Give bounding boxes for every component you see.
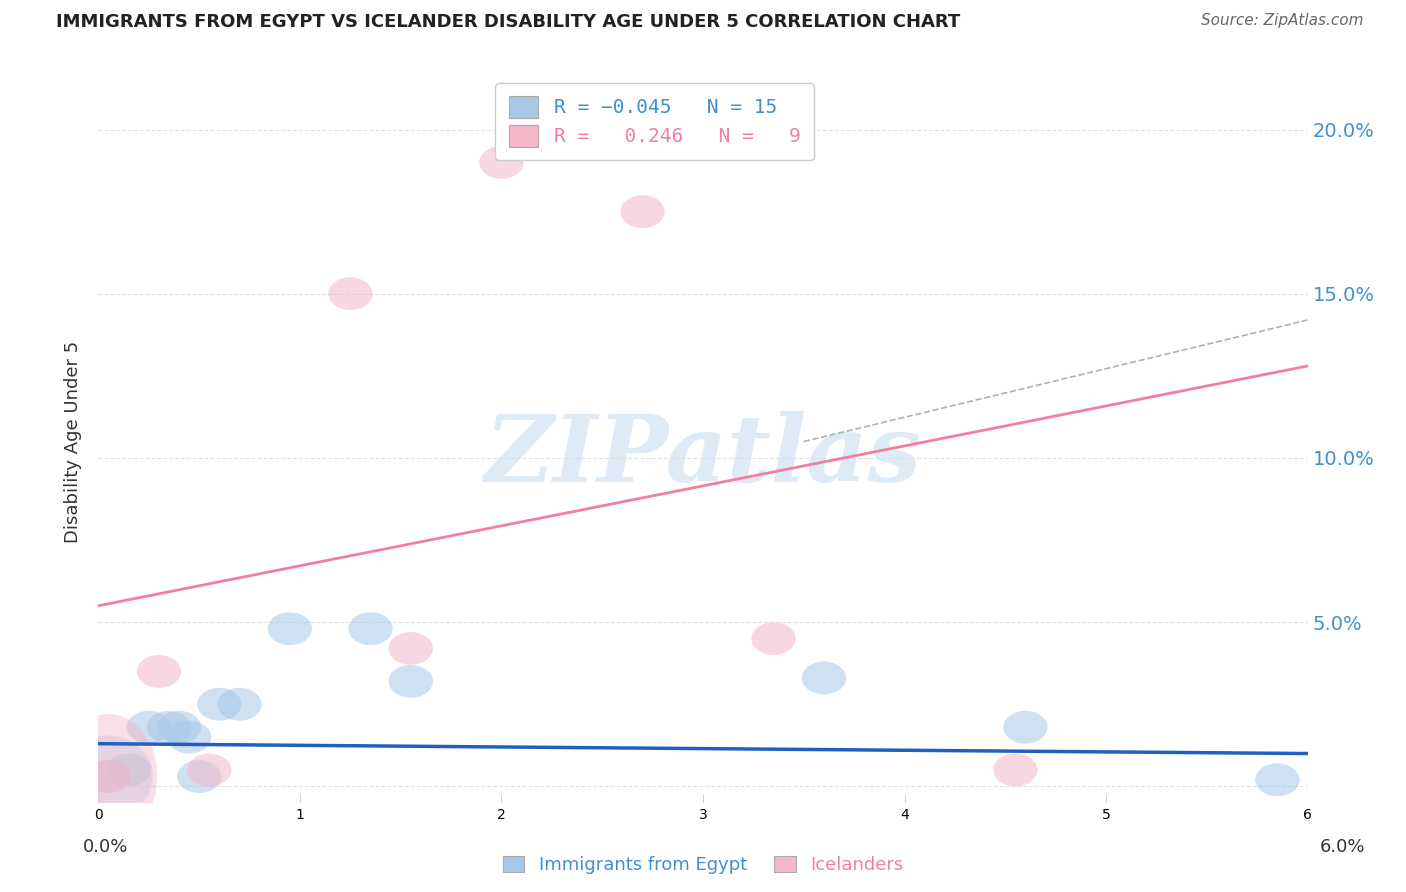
Ellipse shape <box>218 688 262 721</box>
Text: ZIPatlas: ZIPatlas <box>485 411 921 501</box>
Ellipse shape <box>388 632 433 665</box>
Ellipse shape <box>86 760 131 793</box>
Ellipse shape <box>197 688 242 721</box>
Text: 0.0%: 0.0% <box>83 838 128 856</box>
Ellipse shape <box>801 662 846 694</box>
Ellipse shape <box>187 754 232 787</box>
Legend: R = −0.045   N = 15, R =   0.246   N =   9: R = −0.045 N = 15, R = 0.246 N = 9 <box>495 83 814 161</box>
Ellipse shape <box>479 146 523 178</box>
Ellipse shape <box>349 612 392 645</box>
Ellipse shape <box>267 612 312 645</box>
Ellipse shape <box>65 736 153 818</box>
Ellipse shape <box>127 711 172 744</box>
Ellipse shape <box>328 277 373 310</box>
Text: IMMIGRANTS FROM EGYPT VS ICELANDER DISABILITY AGE UNDER 5 CORRELATION CHART: IMMIGRANTS FROM EGYPT VS ICELANDER DISAB… <box>56 13 960 31</box>
Ellipse shape <box>1004 711 1047 744</box>
Ellipse shape <box>59 714 157 838</box>
Text: Source: ZipAtlas.com: Source: ZipAtlas.com <box>1201 13 1364 29</box>
Ellipse shape <box>136 655 181 688</box>
Ellipse shape <box>993 754 1038 787</box>
Ellipse shape <box>157 711 201 744</box>
Ellipse shape <box>167 721 211 754</box>
Ellipse shape <box>146 711 191 744</box>
Ellipse shape <box>620 195 665 228</box>
Ellipse shape <box>107 754 150 787</box>
Ellipse shape <box>388 665 433 698</box>
Legend: Immigrants from Egypt, Icelanders: Immigrants from Egypt, Icelanders <box>494 847 912 883</box>
Ellipse shape <box>177 760 221 793</box>
Y-axis label: Disability Age Under 5: Disability Age Under 5 <box>65 341 83 542</box>
Ellipse shape <box>751 623 796 655</box>
Ellipse shape <box>1256 764 1299 797</box>
Text: 6.0%: 6.0% <box>1320 838 1365 856</box>
Ellipse shape <box>86 760 131 793</box>
